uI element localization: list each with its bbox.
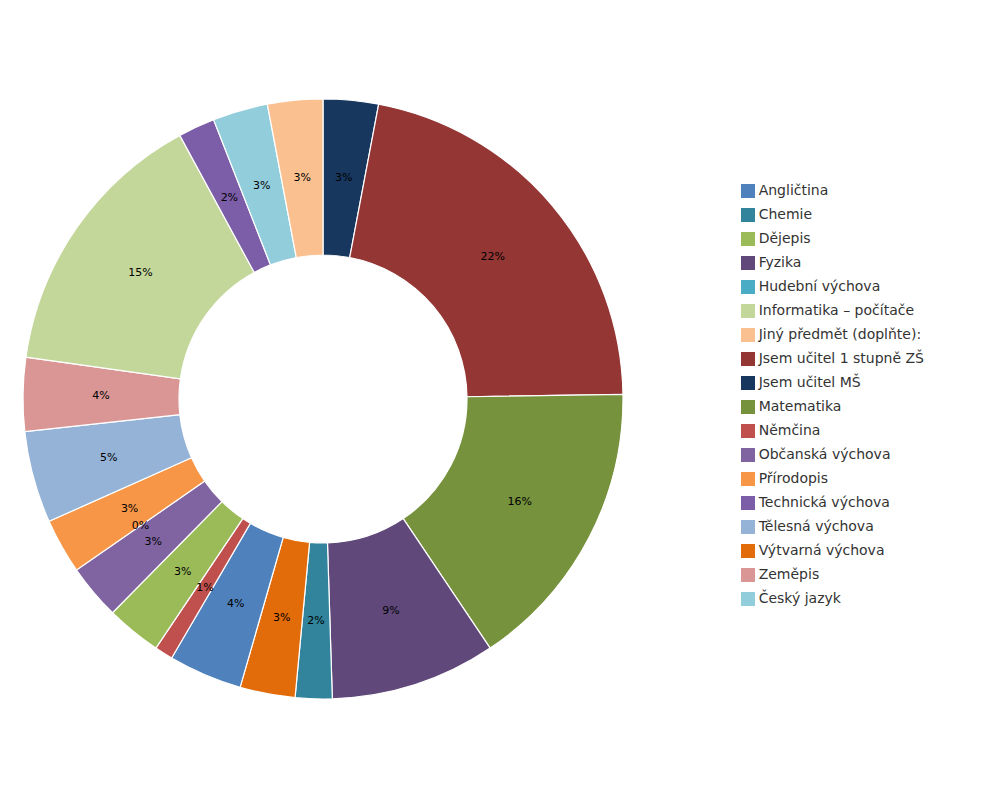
html-text:Technická výchova: Technická výchova xyxy=(758,494,890,510)
html-text:Angličtina: Angličtina xyxy=(758,182,829,198)
svg-text:16%: 16% xyxy=(507,495,531,508)
html-text:Němčina: Němčina xyxy=(758,422,821,438)
svg-text:3%: 3% xyxy=(335,171,352,184)
html-text:Zeměpis: Zeměpis xyxy=(758,566,820,582)
html-text:Jsem učitel MŠ: Jsem učitel MŠ xyxy=(758,374,861,390)
html-text:Matematika: Matematika xyxy=(758,398,842,414)
svg-text:5%: 5% xyxy=(100,451,117,464)
html-text:Tělesná výchova: Tělesná výchova xyxy=(758,518,874,534)
html-text:Jsem učitel 1 stupně ZŠ: Jsem učitel 1 stupně ZŠ xyxy=(758,350,924,366)
svg-text:0%: 0% xyxy=(132,519,149,532)
svg-text:4%: 4% xyxy=(92,389,109,402)
html-text:Dějepis: Dějepis xyxy=(758,230,811,246)
svg-text:3%: 3% xyxy=(121,502,138,515)
svg-text:22%: 22% xyxy=(481,250,505,263)
svg-text:2%: 2% xyxy=(221,191,238,204)
html-text:Občanská výchova: Občanská výchova xyxy=(758,446,891,462)
html-text:Hudební výchova: Hudební výchova xyxy=(758,278,881,294)
svg-text:2%: 2% xyxy=(307,614,324,627)
html-text:Český jazyk: Český jazyk xyxy=(758,590,841,606)
svg-text:3%: 3% xyxy=(144,535,161,548)
svg-text:3%: 3% xyxy=(174,565,191,578)
html-text:Jiný předmět (doplňte):: Jiný předmět (doplňte): xyxy=(758,326,922,342)
svg-text:1%: 1% xyxy=(196,581,213,594)
svg-text:15%: 15% xyxy=(128,266,152,279)
html-text:Výtvarná výchova: Výtvarná výchova xyxy=(758,542,885,558)
svg-text:4%: 4% xyxy=(227,597,244,610)
svg-text:9%: 9% xyxy=(382,604,399,617)
svg-text:3%: 3% xyxy=(253,179,270,192)
svg-text:3%: 3% xyxy=(294,171,311,184)
html-text:Chemie: Chemie xyxy=(758,206,813,222)
svg-text:3%: 3% xyxy=(273,611,290,624)
html-text:Přírodopis: Přírodopis xyxy=(758,470,828,486)
html-text:Fyzika: Fyzika xyxy=(758,254,802,270)
html-text:Informatika – počítače: Informatika – počítače xyxy=(758,302,914,318)
